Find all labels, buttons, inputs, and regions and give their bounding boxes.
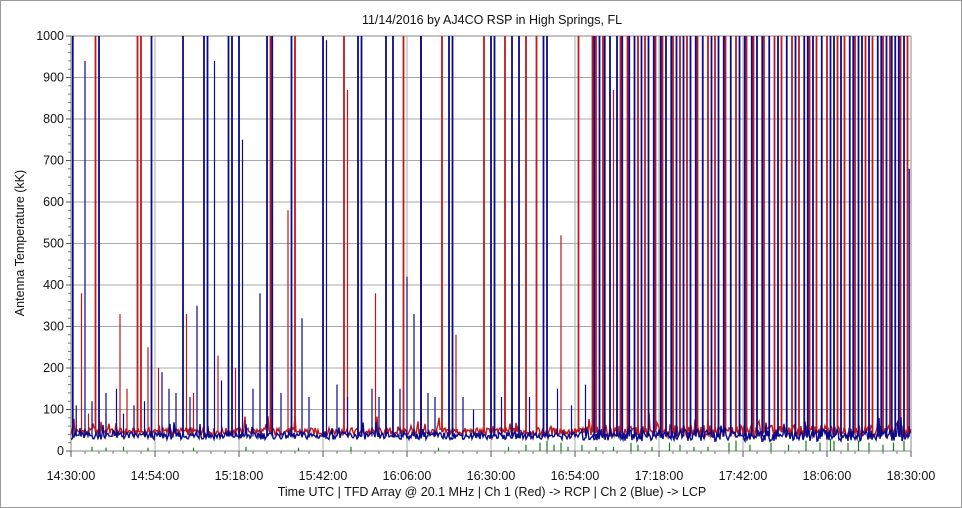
series-layer — [70, 36, 912, 451]
x-tick-label: 18:06:00 — [803, 469, 852, 483]
x-axis: 14:30:00 14:54:00 15:18:00 15:42:00 16:06:00… — [47, 451, 936, 483]
y-tick-label: 800 — [43, 112, 64, 126]
y-tick-label: 100 — [43, 403, 64, 417]
y-tick-label: 500 — [43, 237, 64, 251]
x-tick-label: 15:42:00 — [299, 469, 348, 483]
y-tick-label: 400 — [43, 278, 64, 292]
x-tick-label: 17:42:00 — [719, 469, 768, 483]
x-tick-label: 14:54:00 — [131, 469, 180, 483]
x-tick-label: 16:06:00 — [383, 469, 432, 483]
y-tick-label: 200 — [43, 361, 64, 375]
y-axis: 0 100 200 300 400 500 600 700 800 900 1000 — [36, 29, 71, 458]
x-tick-label: 14:30:00 — [47, 469, 96, 483]
y-tick-label: 0 — [57, 444, 64, 458]
x-tick-label: 18:30:00 — [887, 469, 936, 483]
chart-title: 11/14/2016 by AJ4CO RSP in High Springs,… — [362, 13, 622, 27]
x-tick-label: 17:18:00 — [635, 469, 684, 483]
y-axis-label: Antenna Temperature (kK) — [13, 170, 27, 316]
x-tick-label: 15:18:00 — [215, 469, 264, 483]
x-axis-label: Time UTC | TFD Array @ 20.1 MHz | Ch 1 (… — [278, 485, 707, 499]
x-tick-label: 16:54:00 — [551, 469, 600, 483]
y-tick-label: 700 — [43, 154, 64, 168]
y-tick-label: 1000 — [36, 29, 64, 43]
series-2 — [91, 438, 905, 451]
y-tick-label: 600 — [43, 195, 64, 209]
y-tick-label: 900 — [43, 71, 64, 85]
x-tick-label: 16:30:00 — [467, 469, 516, 483]
series-1 — [70, 36, 912, 444]
y-tick-label: 300 — [43, 320, 64, 334]
